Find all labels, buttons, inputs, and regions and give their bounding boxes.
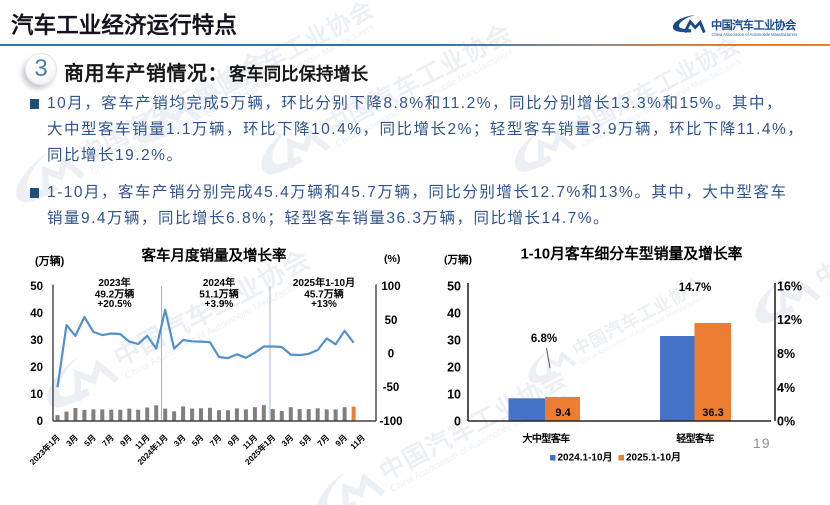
svg-text:2023年1月: 2023年1月 xyxy=(27,432,61,466)
svg-text:2023年: 2023年 xyxy=(98,276,130,289)
svg-text:9.4: 9.4 xyxy=(555,407,571,419)
svg-text:51.1万辆: 51.1万辆 xyxy=(199,288,238,301)
svg-text:+20.5%: +20.5% xyxy=(97,299,131,310)
svg-text:+13%: +13% xyxy=(311,299,337,310)
svg-text:0: 0 xyxy=(454,415,461,429)
svg-text:3月: 3月 xyxy=(280,433,295,448)
svg-text:36.3: 36.3 xyxy=(702,407,723,419)
svg-text:2024年: 2024年 xyxy=(203,276,235,289)
svg-text:2025.1-10月: 2025.1-10月 xyxy=(626,452,681,464)
svg-text:40: 40 xyxy=(30,308,43,320)
svg-text:11月: 11月 xyxy=(349,433,367,451)
svg-text:7月: 7月 xyxy=(316,433,331,448)
svg-text:20: 20 xyxy=(30,362,43,374)
svg-text:5月: 5月 xyxy=(83,433,98,448)
svg-text:客车月度销量及增长率: 客车月度销量及增长率 xyxy=(141,247,287,265)
svg-text:-50: -50 xyxy=(383,382,400,394)
svg-text:4%: 4% xyxy=(777,381,795,395)
svg-text:5月: 5月 xyxy=(190,433,205,448)
svg-text:10: 10 xyxy=(30,389,43,401)
svg-text:40: 40 xyxy=(447,307,461,321)
svg-text:20: 20 xyxy=(447,361,461,375)
svg-text:14.7%: 14.7% xyxy=(679,282,712,294)
svg-text:2025年1-10月: 2025年1-10月 xyxy=(293,276,355,289)
svg-text:7月: 7月 xyxy=(208,433,223,448)
svg-text:50: 50 xyxy=(385,315,398,327)
svg-text:大中型客车: 大中型客车 xyxy=(523,432,571,445)
svg-text:(%): (%) xyxy=(384,253,400,265)
svg-text:100: 100 xyxy=(381,281,400,293)
svg-text:30: 30 xyxy=(30,335,43,347)
svg-text:China Association of Automobil: China Association of Automobile Manufact… xyxy=(712,32,798,37)
svg-text:-100: -100 xyxy=(379,416,402,428)
svg-text:中国汽车工业协会: 中国汽车工业协会 xyxy=(711,18,797,32)
svg-text:49.2万辆: 49.2万辆 xyxy=(95,288,134,301)
svg-text:(万辆): (万辆) xyxy=(444,253,472,266)
svg-text:5月: 5月 xyxy=(298,433,313,448)
svg-text:3月: 3月 xyxy=(172,433,187,448)
svg-text:45.7万辆: 45.7万辆 xyxy=(304,288,343,301)
svg-text:9月: 9月 xyxy=(334,433,349,448)
svg-text:30: 30 xyxy=(447,334,461,348)
svg-text:9月: 9月 xyxy=(118,433,133,448)
svg-text:0%: 0% xyxy=(777,415,795,429)
svg-text:2024.1-10月: 2024.1-10月 xyxy=(558,452,613,464)
svg-text:0: 0 xyxy=(37,416,43,428)
svg-text:8%: 8% xyxy=(777,347,795,361)
svg-text:10: 10 xyxy=(447,388,461,402)
svg-text:+3.9%: +3.9% xyxy=(205,299,234,310)
svg-text:16%: 16% xyxy=(777,280,802,294)
svg-text:12%: 12% xyxy=(777,313,802,327)
svg-text:1-10月客车细分车型销量及增长率: 1-10月客车细分车型销量及增长率 xyxy=(521,245,743,263)
svg-text:9月: 9月 xyxy=(226,433,241,448)
svg-text:50: 50 xyxy=(30,281,43,293)
svg-text:7月: 7月 xyxy=(100,433,115,448)
svg-text:轻型客车: 轻型客车 xyxy=(676,432,714,445)
svg-text:50: 50 xyxy=(447,280,461,294)
svg-text:(万辆): (万辆) xyxy=(35,254,65,268)
svg-text:6.8%: 6.8% xyxy=(531,333,557,345)
svg-text:3月: 3月 xyxy=(65,433,80,448)
svg-text:0: 0 xyxy=(388,349,394,361)
